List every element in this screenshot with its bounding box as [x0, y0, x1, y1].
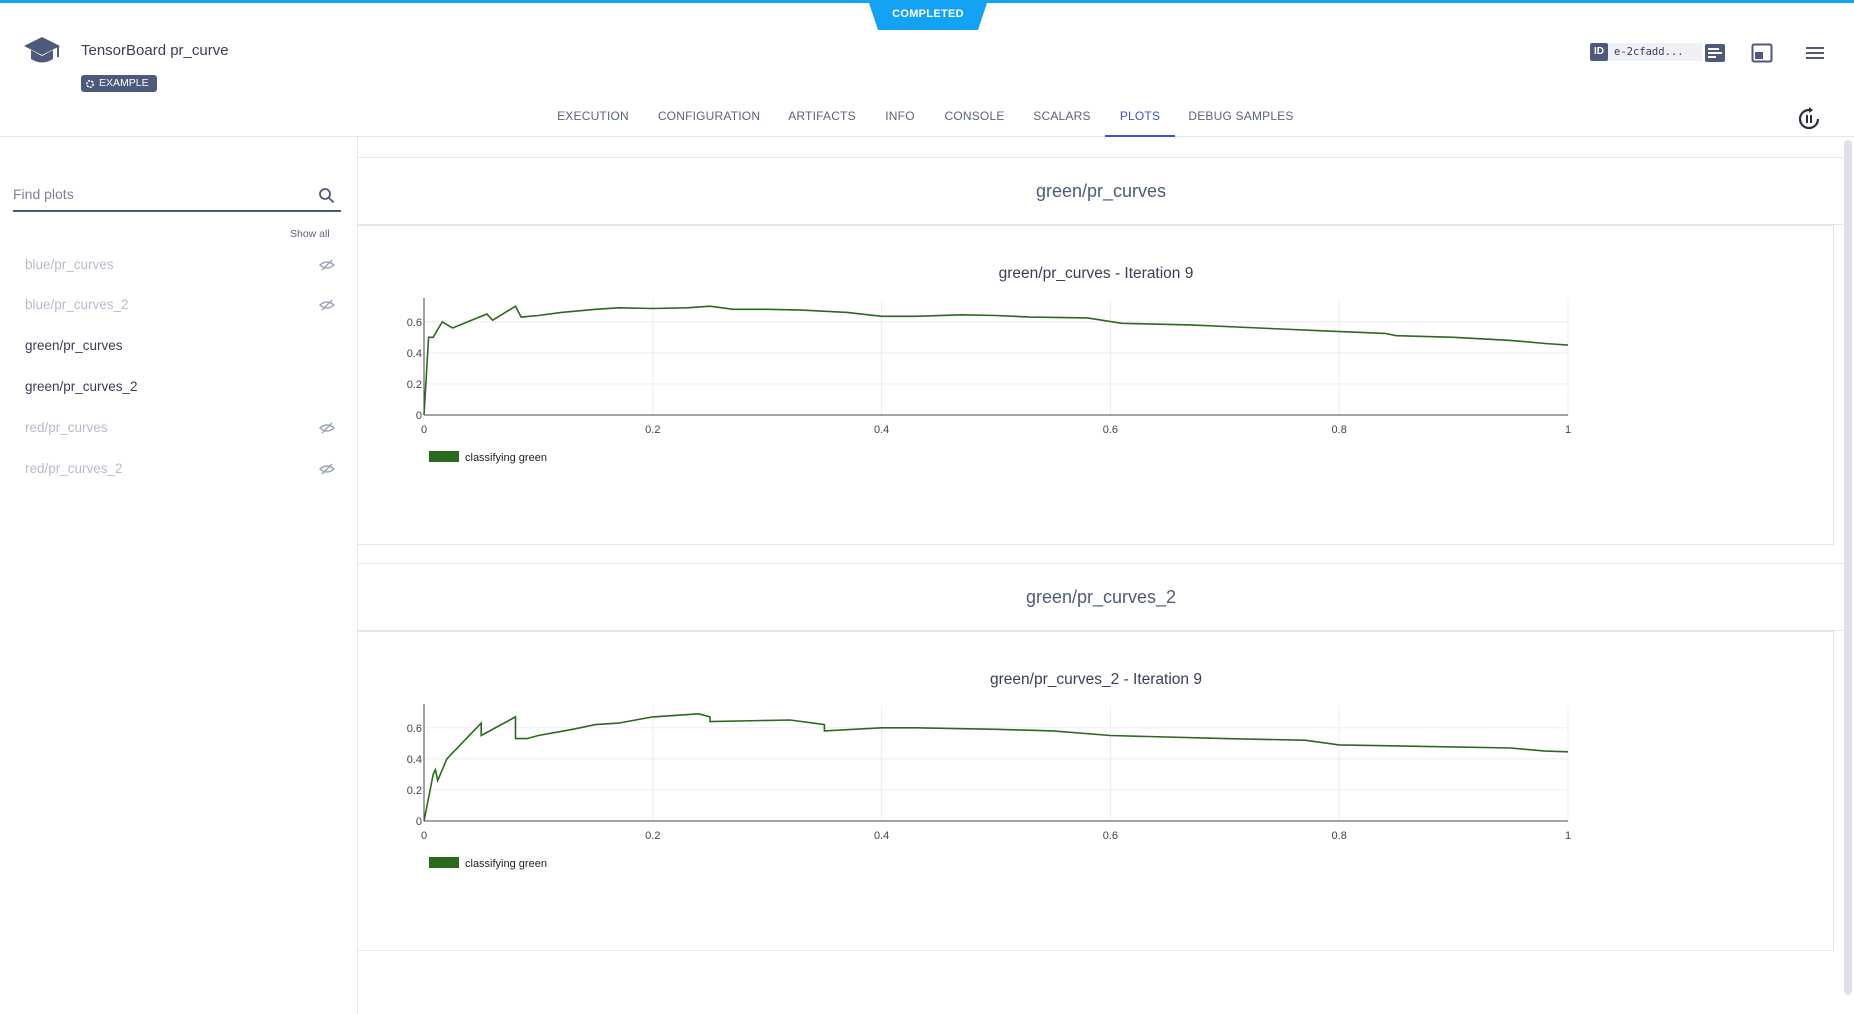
- menu-icon[interactable]: [1803, 41, 1827, 65]
- eye-off-icon[interactable]: [318, 462, 336, 476]
- plot-title: green/pr_curves_2 - Iteration 9: [990, 671, 1202, 688]
- example-badge-label: EXAMPLE: [99, 77, 149, 89]
- plot-item-label: red/pr_curves_2: [25, 461, 123, 476]
- section-title: green/pr_curves: [358, 157, 1844, 225]
- plot-item-green-pr-curves-2[interactable]: green/pr_curves_2: [0, 367, 357, 407]
- tab-execution[interactable]: EXECUTION: [557, 109, 629, 123]
- x-tick-label: 1: [1565, 830, 1571, 842]
- x-tick-label: 0.8: [1332, 424, 1347, 436]
- x-tick-label: 0.6: [1103, 424, 1118, 436]
- eye-off-icon[interactable]: [318, 421, 336, 435]
- series-line: [423, 712, 1569, 822]
- y-tick-label: 0: [416, 816, 422, 828]
- plot-item-green-pr-curves[interactable]: green/pr_curves: [0, 326, 357, 366]
- legend-label: classifying green: [465, 452, 547, 464]
- y-tick-label: 0.4: [407, 348, 422, 360]
- plot-item-label: blue/pr_curves_2: [25, 297, 129, 312]
- plot-item-label: green/pr_curves_2: [25, 379, 138, 394]
- series-line: [423, 305, 1569, 416]
- plot-item-label: green/pr_curves: [25, 338, 123, 353]
- status-badge: COMPLETED: [868, 0, 988, 30]
- x-tick-label: 0: [421, 424, 427, 436]
- y-tick-label: 0.2: [407, 785, 422, 797]
- pr-curve-chart[interactable]: 0 0.2 0.4 0.6 0.8 1 0 0.2 0.4 0.6 classifying gree…: [358, 632, 1834, 952]
- tab-artifacts[interactable]: ARTIFACTS: [788, 109, 856, 123]
- status-label: COMPLETED: [892, 8, 964, 20]
- x-tick-label: 0.6: [1103, 830, 1118, 842]
- legend-swatch: [429, 857, 459, 868]
- x-tick-label: 1: [1565, 424, 1571, 436]
- legend-label: classifying green: [465, 858, 547, 870]
- x-tick-label: 0: [421, 830, 427, 842]
- show-all-link[interactable]: Show all: [290, 228, 330, 240]
- plot-card: green/pr_curves_2 - Iteration 9 0 0.2 0.4 0…: [358, 631, 1834, 951]
- plot-item-red-pr-curves[interactable]: red/pr_curves: [0, 408, 357, 448]
- tab-configuration[interactable]: CONFIGURATION: [657, 109, 761, 123]
- plot-item-blue-pr-curves-2[interactable]: blue/pr_curves_2: [0, 285, 357, 325]
- tab-info[interactable]: INFO: [885, 109, 915, 123]
- id-value[interactable]: e-2cfadd...: [1608, 43, 1702, 61]
- tab-debug-samples[interactable]: DEBUG SAMPLES: [1188, 109, 1294, 123]
- y-tick-label: 0.4: [407, 754, 422, 766]
- task-header: TensorBoard pr_curve EXAMPLE ID e-2cfadd…: [0, 3, 1854, 137]
- task-tabs: EXECUTION CONFIGURATION ARTIFACTS INFO C…: [0, 104, 1854, 137]
- tab-console[interactable]: CONSOLE: [944, 109, 1005, 123]
- id-label: ID: [1590, 43, 1608, 61]
- plot-card: green/pr_curves - Iteration 9 0 0.2 0.4 0.6…: [358, 225, 1834, 545]
- x-tick-label: 0.2: [645, 830, 660, 842]
- gear-icon: [85, 78, 95, 89]
- x-tick-label: 0.4: [874, 830, 889, 842]
- plots-content: green/pr_curves green/pr_curves - Iterat…: [358, 137, 1844, 1014]
- plots-sidebar: Show all blue/pr_curves blue/pr_curves_2…: [0, 137, 358, 1014]
- plot-search: [13, 179, 341, 212]
- plot-title: green/pr_curves - Iteration 9: [998, 265, 1194, 282]
- x-tick-label: 0.4: [874, 424, 889, 436]
- tab-scalars[interactable]: SCALARS: [1033, 109, 1091, 123]
- tab-plots[interactable]: PLOTS: [1105, 104, 1175, 137]
- plot-item-label: blue/pr_curves: [25, 257, 114, 272]
- x-tick-label: 0.8: [1332, 830, 1347, 842]
- task-id[interactable]: ID e-2cfadd...: [1590, 43, 1702, 61]
- y-tick-label: 0.2: [407, 379, 422, 391]
- plot-item-red-pr-curves-2[interactable]: red/pr_curves_2: [0, 449, 357, 489]
- scrollbar[interactable]: [1844, 140, 1852, 995]
- plot-item-blue-pr-curves[interactable]: blue/pr_curves: [0, 245, 357, 285]
- y-tick-label: 0.6: [407, 723, 422, 735]
- auto-refresh-icon[interactable]: [1796, 106, 1822, 132]
- layout-toggle-icon[interactable]: [1750, 41, 1774, 65]
- section-title: green/pr_curves_2: [358, 563, 1844, 631]
- legend-swatch: [429, 451, 459, 462]
- graduation-cap-icon: [22, 33, 62, 69]
- search-icon[interactable]: [318, 187, 335, 204]
- find-plots-input[interactable]: [13, 179, 303, 209]
- x-tick-label: 0.2: [645, 424, 660, 436]
- plot-item-label: red/pr_curves: [25, 420, 108, 435]
- task-title: TensorBoard pr_curve: [81, 42, 229, 59]
- example-badge: EXAMPLE: [81, 75, 157, 92]
- y-tick-label: 0.6: [407, 317, 422, 329]
- eye-off-icon[interactable]: [318, 258, 336, 272]
- eye-off-icon[interactable]: [318, 298, 336, 312]
- details-panel-icon[interactable]: [1703, 41, 1727, 65]
- pr-curve-chart[interactable]: 0 0.2 0.4 0.6 0.8 1 0 0.2 0.4 0.6 classifying gree…: [358, 226, 1834, 546]
- y-tick-label: 0: [416, 410, 422, 422]
